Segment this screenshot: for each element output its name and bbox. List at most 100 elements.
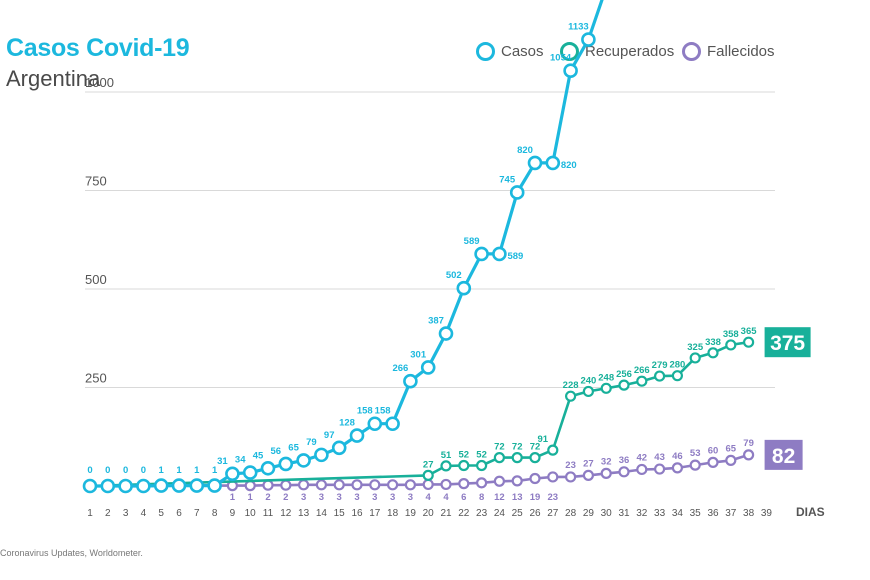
x-tick-label: 23 — [476, 508, 488, 519]
data-point-fallecidos — [725, 454, 737, 466]
data-label-recuperados: 72 — [530, 442, 541, 453]
data-label-casos: 1133 — [568, 22, 589, 33]
x-tick-label: 30 — [601, 508, 613, 519]
data-point-recuperados — [618, 379, 630, 391]
data-label-fallecidos: 3 — [319, 492, 324, 503]
legend-casos-marker-icon — [476, 42, 495, 61]
data-point-fallecidos — [369, 479, 381, 491]
data-label-fallecidos: 3 — [372, 492, 377, 503]
data-point-fallecidos — [511, 475, 523, 487]
x-tick-label: 9 — [230, 508, 236, 519]
x-tick-label: 37 — [725, 508, 737, 519]
data-point-casos — [385, 416, 400, 432]
data-point-fallecidos — [476, 477, 488, 489]
data-point-casos — [403, 373, 418, 389]
data-label-fallecidos: 43 — [654, 452, 665, 463]
final-value-label-recuperados: 375 — [770, 332, 805, 355]
data-label-casos: 79 — [306, 437, 317, 448]
data-label-casos: 266 — [392, 363, 408, 374]
data-label-casos: 502 — [446, 270, 462, 281]
x-tick-label: 28 — [565, 508, 577, 519]
legend-casos-label: Casos — [501, 43, 544, 60]
data-label-recuperados: 52 — [476, 450, 487, 461]
legend-recuperados-label: Recuperados — [585, 43, 675, 60]
x-tick-label: 35 — [690, 508, 702, 519]
data-point-fallecidos — [653, 463, 666, 475]
data-label-recuperados: 51 — [441, 450, 452, 461]
x-tick-label: 14 — [316, 508, 328, 519]
data-point-casos — [242, 465, 258, 480]
data-label-casos: 1 — [176, 465, 182, 476]
data-label-fallecidos: 3 — [301, 492, 306, 503]
data-point-fallecidos — [636, 463, 648, 476]
data-label-recuperados: 280 — [669, 360, 685, 371]
x-tick-label: 13 — [298, 508, 310, 519]
x-tick-label: 22 — [458, 508, 470, 519]
data-point-casos — [420, 360, 436, 375]
x-axis-label: DIAS — [796, 505, 825, 519]
data-point-casos — [136, 478, 151, 494]
data-label-fallecidos: 8 — [479, 492, 484, 503]
data-point-casos — [171, 478, 187, 493]
data-point-casos — [225, 466, 240, 482]
data-point-recuperados — [529, 452, 541, 464]
y-tick-label: 250 — [85, 371, 107, 386]
source-note: Coronavirus Updates, Worldometer. — [0, 548, 143, 558]
data-label-casos: 31 — [217, 456, 228, 467]
data-label-casos: 158 — [357, 406, 373, 417]
data-point-recuperados — [636, 375, 648, 387]
x-tick-label: 12 — [280, 508, 292, 519]
x-tick-label: 1 — [87, 508, 93, 519]
data-point-recuperados — [725, 339, 737, 351]
x-tick-label: 24 — [494, 508, 506, 519]
data-point-casos — [331, 440, 347, 456]
data-label-fallecidos: 19 — [530, 492, 541, 503]
data-label-fallecidos: 12 — [494, 492, 505, 503]
data-point-fallecidos — [280, 479, 292, 491]
data-point-casos — [456, 280, 472, 296]
legend-fallecidos-marker-icon — [682, 42, 701, 61]
data-label-fallecidos: 3 — [337, 492, 342, 503]
x-tick-label: 18 — [387, 508, 399, 519]
data-point-fallecidos — [351, 479, 363, 491]
data-point-recuperados — [458, 459, 470, 472]
data-point-fallecidos — [618, 466, 630, 478]
data-point-casos — [82, 478, 98, 494]
data-point-casos — [189, 478, 205, 493]
data-point-fallecidos — [582, 469, 595, 481]
series-line-casos — [90, 0, 604, 488]
data-point-recuperados — [671, 370, 684, 382]
x-tick-label: 6 — [176, 508, 182, 519]
data-label-casos: 128 — [339, 418, 355, 429]
x-tick-label: 11 — [263, 508, 274, 519]
x-tick-label: 34 — [672, 508, 684, 519]
data-label-fallecidos: 2 — [283, 492, 288, 503]
data-point-casos — [509, 185, 525, 200]
data-label-casos: 0 — [141, 465, 146, 476]
data-point-recuperados — [600, 382, 612, 394]
x-tick-label: 20 — [423, 508, 435, 519]
data-point-casos — [100, 478, 116, 494]
x-tick-label: 32 — [636, 508, 648, 519]
y-tick-label: 1000 — [85, 75, 114, 90]
data-label-casos: 97 — [324, 430, 335, 441]
data-point-casos — [349, 428, 365, 443]
data-point-casos — [260, 460, 276, 476]
data-label-fallecidos: 23 — [548, 492, 559, 503]
legend-recuperados-marker-icon — [560, 42, 579, 61]
data-label-recuperados: 266 — [634, 365, 650, 376]
data-label-fallecidos: 46 — [672, 451, 683, 462]
x-tick-label: 27 — [547, 508, 559, 519]
x-tick-label: 17 — [369, 508, 381, 519]
data-label-fallecidos: 23 — [565, 460, 576, 471]
data-label-recuperados: 72 — [512, 442, 523, 453]
data-label-casos: 158 — [375, 406, 391, 417]
data-point-recuperados — [440, 460, 452, 472]
chart-subtitle: Argentina — [6, 66, 101, 91]
data-point-fallecidos — [671, 462, 684, 474]
x-tick-label: 38 — [743, 508, 755, 519]
x-tick-label: 19 — [405, 508, 417, 519]
legend-fallecidos-label: Fallecidos — [707, 43, 775, 60]
data-label-recuperados: 365 — [741, 326, 758, 337]
x-tick-label: 26 — [529, 508, 541, 519]
